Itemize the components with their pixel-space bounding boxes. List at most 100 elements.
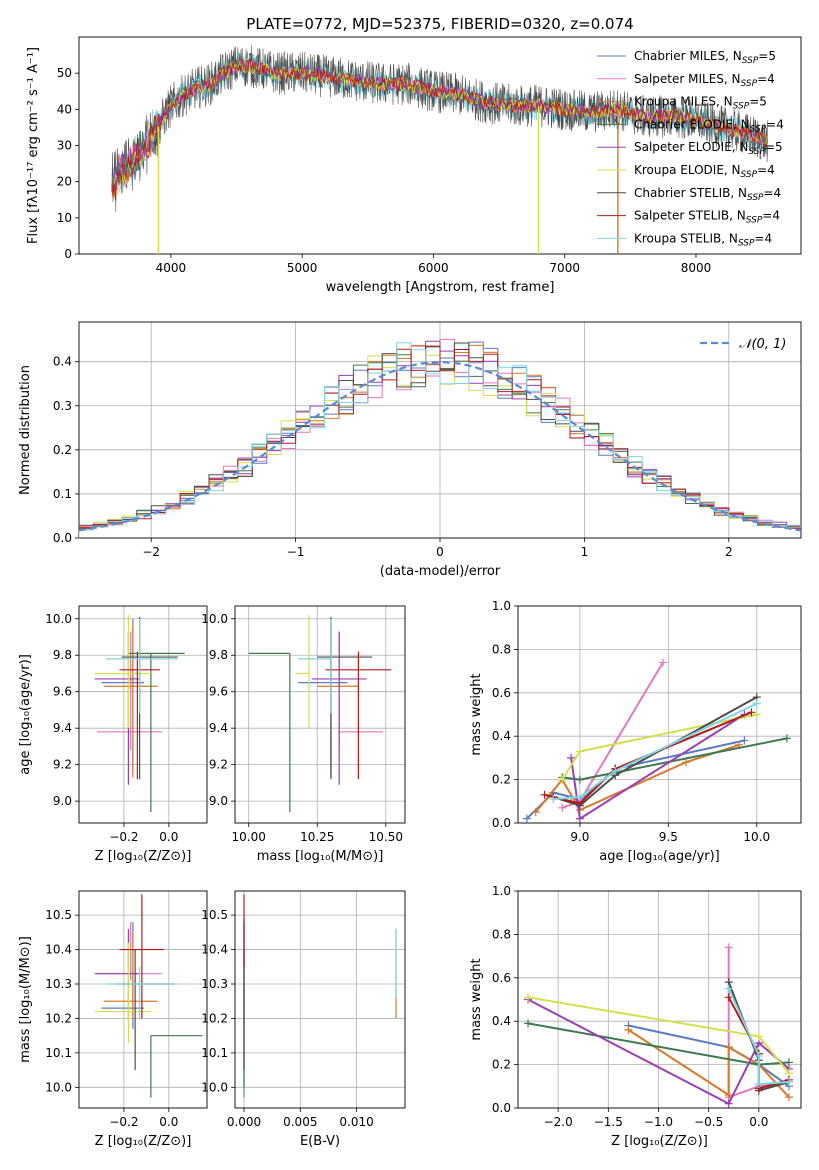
spectrum-plot (111, 45, 769, 254)
y-tick-label: 0.2 (53, 443, 72, 457)
y-tick-label: 9.2 (53, 758, 72, 772)
x-tick-label: 9.5 (659, 830, 678, 844)
y-tick-label: 0.4 (53, 355, 72, 369)
y-tick-label: 10.5 (45, 908, 72, 922)
x-tick-label: 10.25 (300, 830, 334, 844)
residuals-axes: −2 −1 0 1 2 0.0 0.1 0.2 0.3 0.4 (data-model)/error… (18, 321, 802, 579)
y-tick-label: 9.4 (53, 721, 72, 735)
y-tick-label: 10.0 (45, 612, 72, 626)
y-tick-label: 10.2 (201, 1011, 228, 1025)
y-tick-label: 10.2 (45, 1011, 72, 1025)
normal-curve (79, 360, 801, 532)
age-vs-mass-plot (248, 615, 392, 813)
errorbar-point (105, 618, 178, 714)
errorbar-point (103, 932, 158, 1019)
y-tick-label: 0.2 (492, 1058, 511, 1072)
spectrum-series-6 (111, 45, 769, 212)
y-tick-label: 9.8 (209, 648, 228, 662)
weight-marker (558, 803, 567, 812)
x-tick-label: −1.5 (594, 1115, 623, 1129)
y-tick-label: 50 (57, 66, 72, 80)
y-tick-label: 0.6 (492, 971, 511, 985)
y-axis-label: mass weight (469, 958, 484, 1040)
mass-vs-Z-plot (94, 894, 203, 1098)
x-tick-label: 10.0 (743, 830, 770, 844)
weight-marker (558, 775, 567, 784)
weight-marker (724, 1090, 733, 1099)
weight-marker (524, 1019, 533, 1028)
weight-marker (752, 699, 761, 708)
y-tick-label: 0.0 (492, 816, 511, 830)
x-tick-label: 1 (581, 545, 589, 559)
x-tick-label: −0.2 (109, 830, 138, 844)
x-tick-label: 8000 (681, 261, 712, 275)
axes-frame (78, 605, 208, 824)
x-tick-label: 0.0 (159, 1115, 178, 1129)
x-tick-label: 0.0 (159, 830, 178, 844)
weight-marker (754, 1080, 763, 1089)
x-tick-label: 10.50 (369, 830, 403, 844)
errorbar-point (94, 615, 151, 729)
errorbar-point (105, 966, 178, 1019)
weight-marker (724, 1043, 733, 1052)
x-tick-label: 6000 (418, 261, 449, 275)
weight-series-8 (727, 988, 790, 1086)
legend-entry: Kroupa STELIB, NSSP=4 (634, 231, 772, 248)
errorbar-point (150, 1035, 203, 1098)
x-tick-label: 0.0 (749, 1115, 768, 1129)
y-tick-label: 0.0 (53, 531, 72, 545)
x-tick-label: 0.010 (339, 1115, 373, 1129)
legend-entry: Salpeter STELIB, NSSP=4 (634, 209, 780, 226)
mass-vs-ebv-plot (243, 894, 397, 1098)
y-tick-label: 9.0 (53, 794, 72, 808)
errorbar-point (248, 652, 291, 813)
x-axis-label: mass [log₁₀(M/M⊙)] (257, 849, 384, 864)
weight-series-8 (553, 702, 758, 801)
spectrum-axes: 4000 5000 6000 7000 8000 0 10 20 30 40 50 wavelengt… (26, 36, 802, 295)
axes-frame (78, 890, 208, 1109)
y-tick-label: 10.1 (45, 1046, 72, 1060)
y-tick-label: 0 (64, 247, 72, 261)
legend-entry: Chabrier ELODIE, NSSP=4 (634, 117, 784, 134)
weight-marker (567, 753, 576, 762)
weight-marker (540, 790, 549, 799)
y-tick-label: 9.0 (209, 794, 228, 808)
y-tick-label: 9.6 (53, 685, 72, 699)
x-tick-label: 9.0 (570, 830, 589, 844)
y-tick-label: 10.3 (201, 977, 228, 991)
figure-title: PLATE=0772, MJD=52375, FIBERID=0320, z=0… (246, 15, 633, 33)
weight-marker (624, 1025, 633, 1034)
mass-vs-ebv-axes: 0.000 0.005 0.010 10.0 10.1 10.2 10.3 10.4 10.5 E… (201, 890, 406, 1149)
weight-marker (522, 814, 531, 823)
x-tick-label: 0 (436, 545, 444, 559)
x-tick-label: 0.000 (227, 1115, 261, 1129)
age-vs-mass-axes: 10.00 10.25 10.50 9.0 9.2 9.4 9.6 9.8 10.0 mass [… (201, 605, 406, 864)
y-tick-label: 30 (57, 139, 72, 153)
weight-marker (782, 734, 791, 743)
legend-entry: Kroupa ELODIE, NSSP=4 (634, 163, 775, 180)
y-axis-label: age [log₁₀(age/yr)] (18, 654, 33, 775)
y-tick-label: 40 (57, 102, 72, 116)
errorbar-point (295, 615, 310, 729)
x-tick-label: 10.00 (232, 830, 266, 844)
legend-entry: Salpeter ELODIE, NSSP=5 (634, 140, 783, 157)
y-tick-label: 10.3 (45, 977, 72, 991)
x-tick-label: −2.0 (544, 1115, 573, 1129)
y-tick-label: 9.8 (53, 648, 72, 662)
x-axis-label: Z [log₁₀(Z/Z⊙)] (95, 849, 192, 864)
massweight-vs-Z-plot (524, 943, 793, 1108)
age-vs-Z-axes: −0.2 0.0 9.0 9.2 9.4 9.6 9.8 10.0 Z [log₁₀(Z/Z⊙)… (18, 605, 208, 864)
y-tick-label: 10 (57, 211, 72, 225)
y-tick-label: 0.3 (53, 399, 72, 413)
y-tick-label: 0.8 (492, 927, 511, 941)
y-tick-label: 10.5 (201, 908, 228, 922)
weight-marker (549, 795, 558, 804)
weight-marker (575, 747, 584, 756)
axes-frame (517, 605, 802, 824)
axes-frame (234, 890, 406, 1109)
y-tick-label: 1.0 (492, 884, 511, 898)
weight-marker (752, 710, 761, 719)
y-tick-label: 10.0 (201, 612, 228, 626)
weight-marker (682, 758, 691, 767)
